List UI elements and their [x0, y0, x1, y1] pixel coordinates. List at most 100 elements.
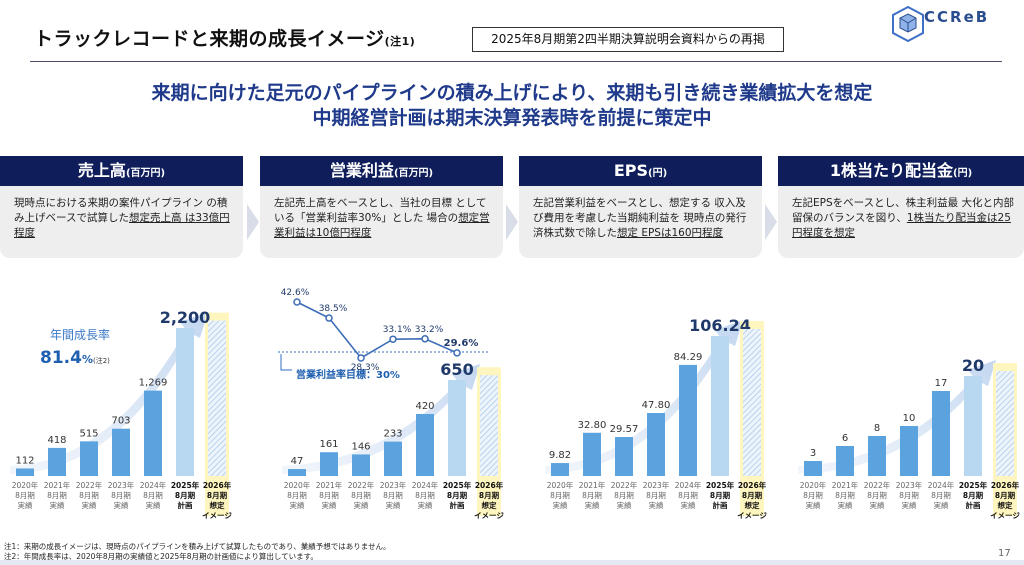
card-text-emphasis: 想定売上高 は33億円程度 [14, 212, 230, 239]
category-label: 2023年 [108, 480, 135, 490]
flow-arrow-icon [247, 204, 259, 240]
growth-rate-note: (注2) [93, 356, 110, 365]
data-label: 703 [111, 416, 130, 427]
bar [416, 413, 434, 476]
category-label: 実績 [386, 500, 401, 510]
category-label: 8月期 [803, 491, 823, 500]
category-label: 2025年 [959, 480, 988, 490]
category-label: 実績 [585, 500, 600, 510]
charts-area: 1122020年8月期実績4182021年8月期実績5152022年8月期実績7… [10, 288, 1020, 520]
bar [679, 364, 697, 476]
bar [647, 413, 665, 476]
bar [176, 328, 194, 476]
page-title-text: トラックレコードと来期の成長イメージ [34, 28, 385, 50]
category-label: 8月期 [447, 490, 468, 500]
category-label: 2025年 [443, 480, 472, 490]
category-label: 8月期 [15, 491, 35, 500]
card-text-emphasis: 想定営業利益は10億円程度 [274, 212, 490, 239]
headline-primary: 来期に向けた足元のパイプラインの積み上げにより、来期も引き続き業績拡大を想定 [151, 82, 873, 104]
category-label: 計画 [450, 500, 465, 510]
data-label: 233 [383, 429, 402, 440]
category-label: 8月期 [287, 491, 307, 500]
data-label: 47 [291, 456, 304, 467]
category-label: 8月期 [111, 491, 131, 500]
data-label: 17 [935, 378, 948, 389]
footnote-2: 注2：年間成長率は、2020年8月期の実績値と2025年8月期の計画値により算出… [4, 552, 318, 561]
growth-rate-number: 81.4 [40, 348, 82, 368]
category-label: 8月期 [207, 490, 228, 500]
category-label: 実績 [649, 500, 664, 510]
title-note: (注1) [384, 35, 416, 48]
category-label: 8月期 [899, 491, 919, 500]
category-label: 実績 [50, 500, 65, 510]
category-label: 8月期 [614, 491, 634, 500]
category-label: 2022年 [611, 480, 638, 490]
logo-wordmark: CCReB [924, 8, 990, 26]
category-label: 2026年 [475, 480, 504, 490]
category-label: 8月期 [415, 491, 435, 500]
category-label: 実績 [934, 500, 949, 510]
growth-rate-value: 81.4%(注2) [40, 348, 110, 368]
card-text: 左記営業利益をベースとし、想定する 収入及び費用を考慮した当期純利益を 現時点の… [533, 197, 747, 239]
margin-label: 29.6% [444, 338, 479, 349]
card-text: 左記EPSをベースとし、株主利益最 大化と内部留保のバランスを図り、 [792, 197, 1014, 224]
category-label: 2020年 [800, 480, 827, 490]
data-label: 32.80 [578, 420, 607, 431]
bar [804, 461, 822, 476]
bar [964, 376, 982, 476]
category-label: イメージ [737, 511, 767, 520]
category-label: 2024年 [140, 480, 167, 490]
card-unit: (円) [953, 168, 973, 179]
bar [868, 436, 886, 476]
category-label: 8月期 [351, 491, 371, 500]
margin-label: 28.3% [351, 363, 380, 373]
card-unit: (円) [648, 168, 668, 179]
bottom-bar [0, 560, 1024, 565]
target-connector [280, 354, 292, 371]
category-label: 8月期 [995, 490, 1016, 500]
data-label: 161 [319, 439, 338, 450]
reprint-badge: 2025年8月期第2四半期決算説明会資料からの再掲 [472, 27, 784, 52]
category-label: 実績 [82, 500, 97, 510]
category-label: 8月期 [835, 491, 855, 500]
bar [900, 426, 918, 476]
category-label: 実績 [838, 500, 853, 510]
growth-rate-label: 年間成長率 [50, 327, 110, 342]
bar [583, 432, 601, 476]
bar [144, 390, 162, 476]
title-divider [30, 61, 1002, 62]
category-label: 実績 [354, 500, 369, 510]
category-label: 2024年 [928, 480, 955, 490]
bar [615, 437, 633, 476]
card-title: 売上高 [77, 161, 126, 180]
bar [16, 468, 34, 476]
category-label: 2021年 [579, 480, 606, 490]
bar [384, 441, 402, 476]
category-label: 計画 [966, 500, 981, 510]
data-label: 1,269 [139, 378, 168, 389]
category-label: 2021年 [832, 480, 859, 490]
category-label: 8月期 [742, 490, 763, 500]
category-label: 2021年 [44, 480, 71, 490]
margin-label: 42.6% [281, 288, 310, 298]
category-label: 実績 [114, 500, 129, 510]
category-label: 2022年 [864, 480, 891, 490]
category-label: 2023年 [380, 480, 407, 490]
category-label: 8月期 [79, 491, 99, 500]
category-label: 8月期 [678, 491, 698, 500]
cube-logo-icon [892, 5, 924, 43]
card-title: EPS [613, 161, 649, 180]
margin-label: 33.1% [383, 325, 412, 335]
data-label: 9.82 [549, 450, 571, 461]
margin-point [453, 349, 461, 357]
category-label: 実績 [617, 500, 632, 510]
category-label: 2021年 [316, 480, 343, 490]
category-label: イメージ [990, 511, 1020, 520]
category-label: 実績 [146, 500, 161, 510]
category-label: 8月期 [47, 491, 67, 500]
data-label: 112 [15, 455, 34, 466]
card-title: 営業利益 [329, 161, 394, 180]
category-label: 想定 [745, 500, 760, 510]
target-label: 営業利益率目標：30% [296, 368, 400, 381]
growth-arrow-icon [545, 320, 743, 474]
